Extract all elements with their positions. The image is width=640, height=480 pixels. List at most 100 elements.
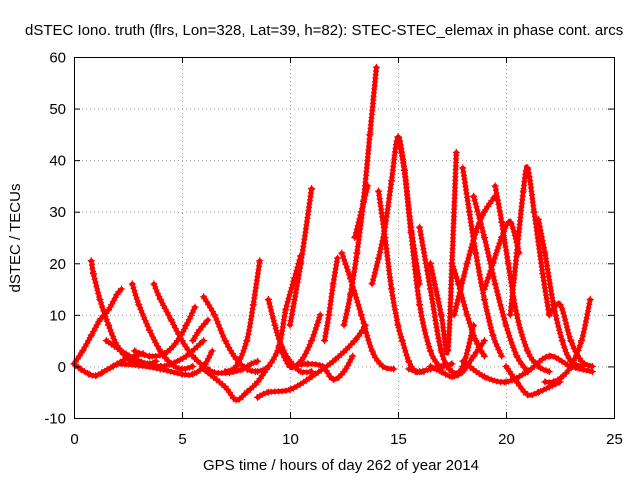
data-point-marker	[178, 337, 186, 345]
data-point-marker	[349, 352, 357, 360]
data-series-arc29	[428, 150, 459, 355]
data-point-marker	[130, 347, 138, 355]
data-point-marker	[189, 362, 197, 370]
data-point-marker	[368, 347, 376, 355]
data-point-marker	[502, 321, 510, 329]
data-point-marker	[498, 352, 506, 360]
data-point-marker	[405, 357, 413, 365]
data-point-marker	[450, 311, 458, 319]
data-point-marker	[346, 290, 354, 298]
data-point-marker	[79, 347, 87, 355]
data-point-marker	[578, 357, 586, 365]
data-point-marker	[96, 295, 104, 303]
data-point-marker	[297, 259, 305, 267]
data-point-marker	[340, 321, 348, 329]
data-point-marker	[394, 133, 402, 141]
data-point-marker	[390, 365, 398, 373]
data-series-arc19-markers	[289, 354, 356, 383]
data-point-marker	[524, 368, 532, 376]
data-point-marker	[334, 254, 342, 262]
data-point-marker	[351, 234, 359, 241]
data-point-marker	[534, 215, 542, 223]
data-point-marker	[210, 369, 218, 377]
data-point-marker	[308, 185, 316, 193]
x-tick-label: 10	[282, 431, 299, 448]
x-tick-label: 25	[606, 431, 623, 448]
data-point-marker	[366, 130, 374, 138]
y-tick-label: 50	[49, 101, 66, 118]
data-point-marker	[191, 303, 199, 311]
data-point-marker	[465, 208, 473, 216]
data-point-marker	[407, 228, 415, 236]
data-point-marker	[480, 373, 488, 381]
data-point-marker	[498, 218, 506, 226]
data-point-marker	[204, 316, 212, 324]
data-point-marker	[448, 259, 456, 267]
data-point-marker	[416, 368, 424, 376]
data-point-marker	[282, 306, 290, 314]
data-series-arc33-markers	[470, 195, 531, 374]
data-point-marker	[146, 326, 154, 334]
data-point-marker	[297, 368, 305, 376]
data-point-marker	[567, 362, 575, 370]
data-point-marker	[96, 316, 104, 324]
data-series-arc21-markers	[338, 252, 395, 372]
data-point-marker	[489, 259, 497, 267]
data-point-marker	[368, 280, 376, 288]
data-point-marker	[426, 285, 434, 293]
data-point-marker	[504, 259, 512, 267]
data-point-marker	[167, 316, 175, 324]
y-tick-label: -10	[44, 411, 66, 428]
data-point-marker	[480, 295, 488, 303]
data-point-marker	[351, 337, 359, 345]
data-point-marker	[400, 166, 408, 174]
data-point-marker	[89, 270, 97, 278]
data-point-marker	[204, 365, 212, 373]
data-point-marker	[340, 368, 348, 376]
y-tick-label: 30	[49, 204, 66, 221]
data-point-marker	[210, 311, 218, 319]
data-point-marker	[135, 361, 143, 369]
data-point-marker	[558, 373, 566, 381]
data-point-marker	[506, 218, 514, 226]
data-point-marker	[325, 311, 333, 319]
data-point-marker	[489, 331, 497, 339]
data-point-marker	[338, 249, 346, 257]
data-point-marker	[87, 331, 95, 339]
data-point-marker	[524, 347, 532, 355]
data-point-marker	[182, 321, 190, 329]
x-tick-label: 5	[178, 431, 186, 448]
data-point-marker	[85, 370, 93, 378]
data-point-marker	[515, 249, 523, 257]
data-point-marker	[76, 365, 84, 373]
y-tick-label: 40	[49, 153, 66, 170]
data-point-marker	[321, 337, 329, 345]
data-point-marker	[189, 370, 197, 378]
y-tick-label: 20	[49, 256, 66, 273]
data-point-marker	[448, 360, 456, 368]
data-point-marker	[308, 337, 316, 345]
data-series-arc20	[322, 255, 340, 343]
x-tick-label: 15	[390, 431, 407, 448]
data-point-marker	[286, 362, 294, 370]
data-point-marker	[459, 357, 467, 365]
data-point-marker	[530, 208, 538, 216]
data-point-marker	[534, 388, 542, 396]
data-point-marker	[271, 321, 279, 329]
data-point-marker	[506, 311, 514, 319]
data-point-marker	[437, 347, 445, 355]
data-point-marker	[238, 365, 246, 373]
data-point-marker	[459, 368, 467, 376]
data-series-arc13-markers	[223, 260, 263, 375]
data-point-marker	[472, 337, 480, 345]
data-point-marker	[264, 295, 272, 303]
data-series-arc26-markers	[395, 136, 444, 371]
data-point-marker	[545, 311, 553, 319]
data-point-marker	[150, 280, 158, 288]
data-point-marker	[167, 360, 175, 368]
data-series-arc07-markers	[151, 282, 206, 369]
data-point-marker	[102, 337, 110, 345]
data-point-marker	[135, 301, 143, 309]
data-point-marker	[329, 357, 337, 365]
data-series-arc09-markers	[190, 318, 211, 343]
